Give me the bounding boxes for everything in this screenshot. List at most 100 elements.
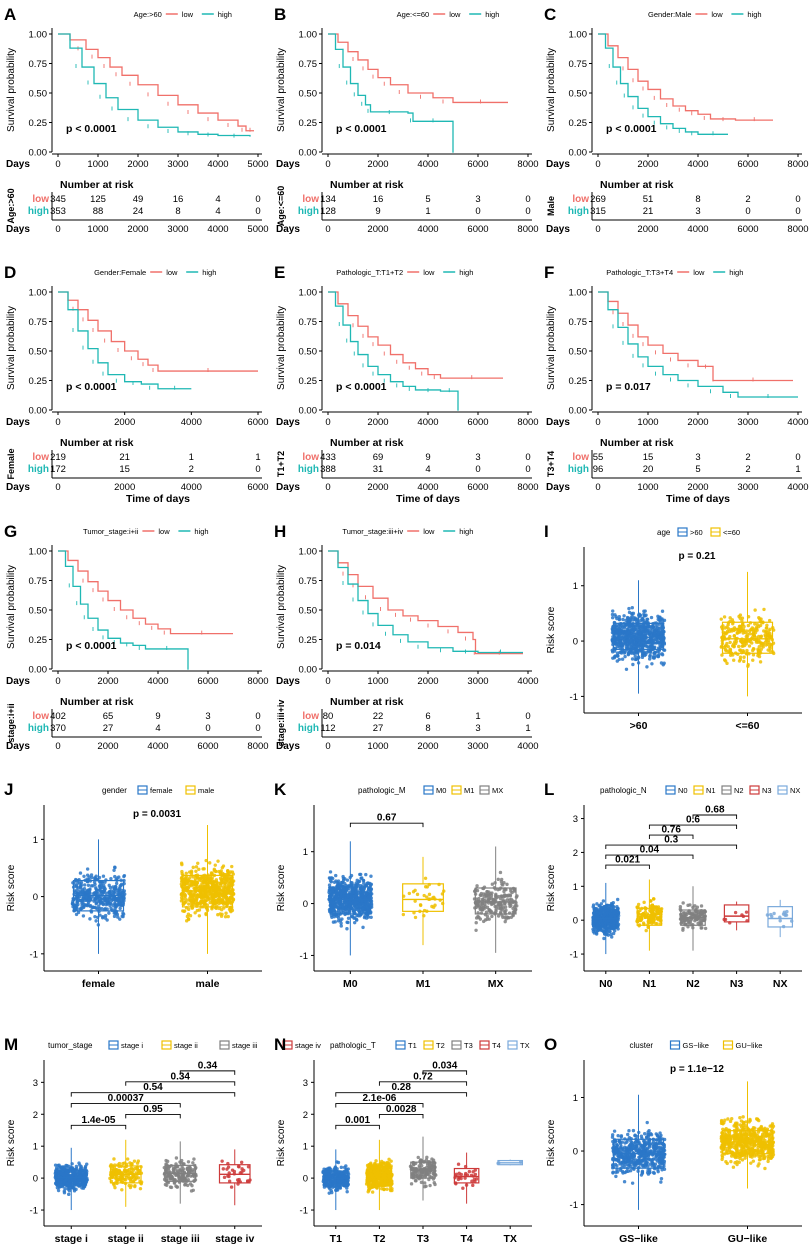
risk-x-title: Days (6, 741, 30, 752)
data-point (768, 649, 772, 653)
data-point (763, 633, 767, 637)
risk-cell-high: 24 (133, 206, 144, 217)
data-point (496, 877, 500, 882)
data-point (652, 651, 657, 655)
legend-label: <=60 (723, 528, 740, 537)
data-point (341, 880, 345, 884)
y-tick-label: 0.50 (29, 89, 48, 100)
risk-x-title: Days (276, 224, 300, 235)
legend-high-label: high (459, 268, 473, 277)
x-tick-label: N0 (599, 978, 613, 990)
data-point (195, 901, 200, 906)
data-point (210, 878, 214, 882)
y-tick-label: 0.75 (569, 317, 588, 328)
risk-x-tick-label: 2000 (114, 482, 135, 493)
data-point (427, 892, 432, 897)
risk-cell-low: 433 (320, 452, 336, 463)
data-point (101, 874, 106, 878)
risk-y-title: Female (6, 448, 16, 479)
comparison-bracket (349, 822, 424, 828)
panel-letter: F (544, 263, 554, 282)
data-point (758, 660, 763, 664)
x-tick-label: 0 (55, 676, 60, 687)
risk-x-tick-label: 6000 (467, 224, 488, 235)
data-point (89, 873, 94, 877)
y-tick-label: 0.00 (299, 406, 318, 417)
p-value: p < 0.0001 (66, 640, 117, 652)
data-point (738, 648, 742, 652)
data-point (644, 928, 648, 933)
data-point (641, 921, 646, 925)
data-point (191, 882, 195, 886)
data-point (86, 883, 91, 888)
x-axis-time-title: Time of days (126, 493, 190, 505)
data-point (185, 881, 190, 886)
x-tick-label: 2000 (367, 417, 388, 428)
p-value: p < 0.0001 (66, 381, 117, 393)
data-point (737, 614, 741, 619)
risk-y-title: Male (546, 196, 556, 216)
data-point (94, 919, 98, 923)
risk-x-tick-label: 1000 (637, 482, 658, 493)
risk-row-low-label: low (302, 194, 319, 205)
data-point (113, 865, 117, 870)
x-tick-label: 2000 (127, 159, 148, 170)
data-point (617, 615, 622, 619)
risk-row-high-label: high (28, 464, 49, 475)
data-point (60, 1172, 64, 1176)
y-tick-label: -1 (300, 951, 308, 962)
risk-x-title: Days (6, 224, 30, 235)
panel-letter: E (274, 263, 285, 282)
legend-label: male (198, 786, 214, 795)
data-point (631, 662, 635, 667)
data-point (212, 868, 217, 873)
x-tick-label: 6000 (467, 159, 488, 170)
data-point (209, 887, 213, 891)
data-point (700, 926, 704, 930)
risk-table-title: Number at risk (330, 437, 404, 449)
p-value: p = 0.0031 (133, 809, 182, 820)
data-point (100, 906, 104, 911)
y-axis-title: Risk score (276, 864, 287, 911)
data-point (118, 891, 123, 896)
y-tick-label: 0.25 (29, 376, 48, 387)
data-point (352, 920, 357, 925)
data-point (76, 910, 81, 915)
data-point (358, 872, 362, 877)
data-point (191, 902, 196, 907)
y-tick-label: 0 (33, 892, 38, 903)
risk-cell-high: 0 (525, 206, 530, 217)
data-point (655, 649, 660, 654)
y-tick-label: 0.00 (299, 148, 318, 159)
risk-x-tick-label: 2000 (417, 741, 438, 752)
x-tick-label: 0 (55, 417, 60, 428)
x-tick-label: 6000 (467, 417, 488, 428)
risk-x-tick-label: 8000 (787, 224, 808, 235)
data-point (658, 618, 662, 622)
data-point (81, 896, 85, 901)
data-point (67, 1192, 71, 1197)
data-point (479, 891, 484, 896)
data-point (633, 628, 637, 632)
data-point (183, 897, 188, 901)
y-tick-label: 0.50 (569, 89, 588, 100)
data-point (477, 915, 481, 920)
risk-cell-low: 1 (255, 452, 260, 463)
data-point (112, 895, 116, 900)
data-point (610, 612, 615, 617)
data-point (474, 928, 478, 932)
data-point (332, 880, 337, 884)
legend-label: female (150, 786, 173, 795)
data-point (223, 915, 228, 919)
data-point (64, 1171, 68, 1175)
data-point (765, 626, 769, 630)
data-point (644, 613, 648, 617)
data-point (126, 1157, 130, 1161)
risk-cell-low: 21 (119, 452, 130, 463)
data-point (508, 894, 513, 898)
data-point (230, 870, 235, 874)
data-point (725, 629, 730, 634)
data-point (751, 658, 755, 662)
